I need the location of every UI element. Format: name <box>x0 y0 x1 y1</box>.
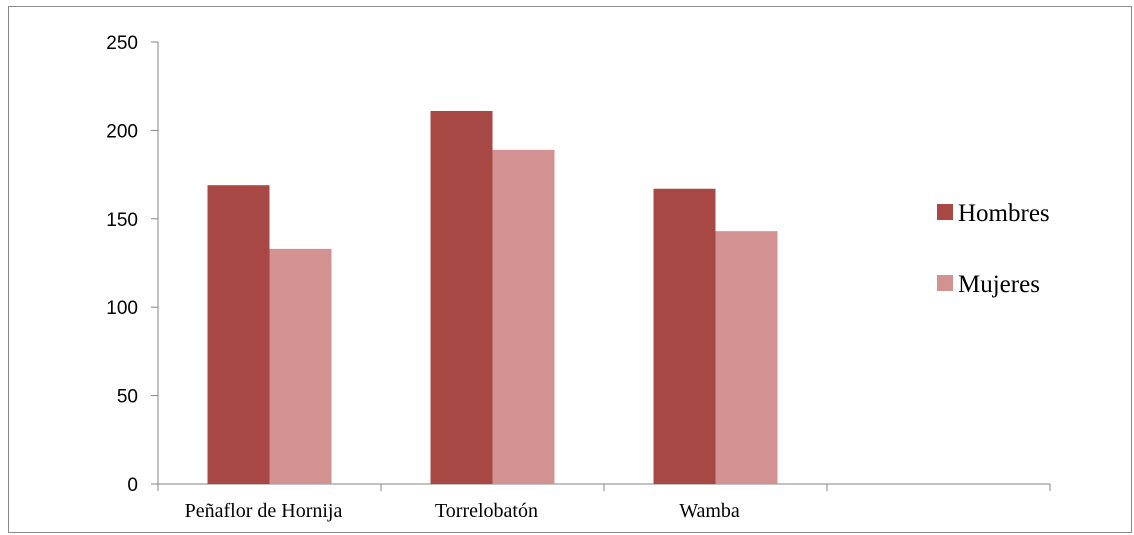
y-tick-label: 100 <box>106 298 138 319</box>
bar-mujeres-2 <box>715 231 778 484</box>
bar-hombres-2 <box>653 188 716 484</box>
tick-labels: 0 50 100 150 200 250 Peñaflor de Hornija Torrel… <box>106 33 740 522</box>
bar-mujeres-1 <box>492 149 555 484</box>
bars <box>207 110 778 485</box>
y-tick-label: 150 <box>106 210 138 231</box>
legend-swatch-mujeres <box>937 275 953 291</box>
x-tick-label: Peñaflor de Hornija <box>185 500 343 522</box>
y-tick-label: 50 <box>117 387 138 408</box>
legend-label-mujeres: Mujeres <box>958 271 1040 298</box>
chart-frame <box>8 6 1132 533</box>
bar-hombres-0 <box>207 185 270 484</box>
legend: Hombres Mujeres <box>937 200 1050 298</box>
y-tick-label: 0 <box>127 475 138 496</box>
y-tick-label: 200 <box>106 121 138 142</box>
bar-mujeres-0 <box>269 248 332 484</box>
y-tick-label: 250 <box>106 33 138 54</box>
bar-hombres-1 <box>430 110 493 485</box>
legend-swatch-hombres <box>937 204 953 220</box>
legend-label-hombres: Hombres <box>958 200 1050 227</box>
x-tick-label: Wamba <box>679 500 740 522</box>
x-tick-label: Torrelobatón <box>435 500 538 522</box>
